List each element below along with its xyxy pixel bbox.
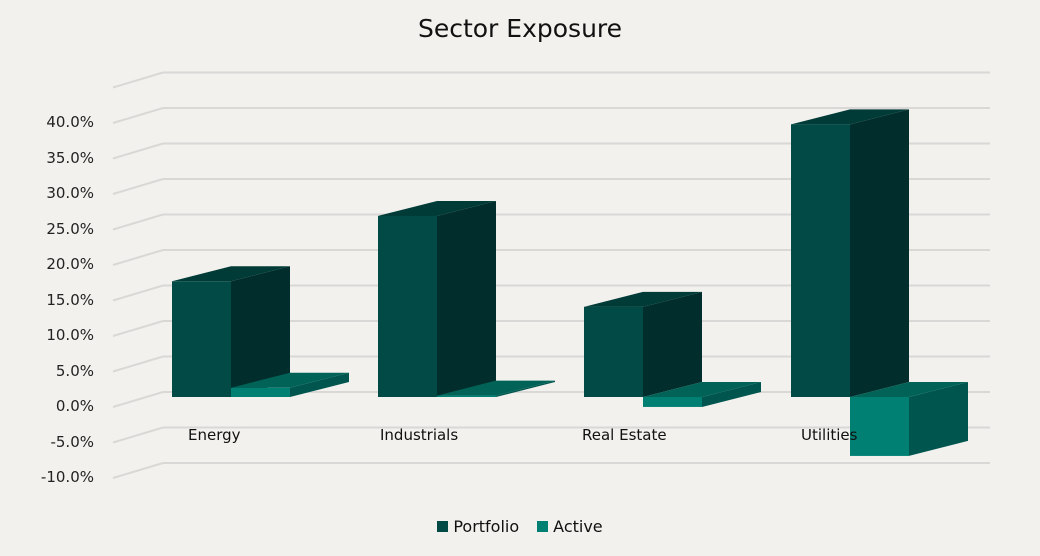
- bar-front: [850, 397, 909, 456]
- x-category-label: Energy: [188, 426, 241, 444]
- y-tick-label: -10.0%: [40, 468, 94, 486]
- legend: Portfolio Active: [0, 517, 1040, 536]
- x-category-label: Utilities: [801, 426, 858, 444]
- bar-top: [791, 109, 909, 125]
- bar-top: [584, 291, 702, 307]
- y-tick-label: 15.0%: [46, 290, 94, 309]
- y-tick-label: 5.0%: [55, 361, 94, 380]
- bar-side: [496, 380, 555, 397]
- bar-side: [231, 266, 290, 397]
- y-tick-label: 10.0%: [46, 326, 94, 344]
- y-tick-label: 35.0%: [46, 148, 94, 167]
- y-tick-label: 30.0%: [46, 184, 94, 202]
- y-tick-label: 20.0%: [46, 255, 94, 273]
- bar-top: [231, 372, 349, 388]
- y-tick-label: 40.0%: [46, 113, 94, 131]
- bar-front: [231, 387, 290, 397]
- bar-front: [172, 281, 231, 397]
- bar-side: [290, 372, 349, 397]
- bar-top: [643, 382, 761, 397]
- bar-top: [172, 266, 290, 282]
- active-swatch-icon: [537, 521, 549, 532]
- legend-label-active: Active: [553, 517, 603, 536]
- bar-front: [437, 395, 496, 397]
- bar-top: [437, 380, 555, 396]
- x-category-label: Industrials: [380, 426, 459, 444]
- bar-side: [437, 200, 496, 397]
- legend-item-portfolio[interactable]: Portfolio: [437, 517, 519, 536]
- bar-front: [791, 124, 850, 398]
- bar-top: [850, 382, 968, 397]
- bar-front: [378, 215, 437, 397]
- bar-side: [643, 291, 702, 397]
- bar-front: [643, 397, 702, 407]
- y-tick-label: 25.0%: [46, 219, 94, 238]
- y-tick-label: 0.0%: [55, 397, 94, 415]
- x-category-label: Real Estate: [582, 426, 667, 444]
- bar-front: [584, 306, 643, 397]
- portfolio-swatch-icon: [437, 521, 449, 532]
- bar-side: [702, 382, 761, 407]
- y-tick-label: -5.0%: [50, 432, 94, 451]
- bar-top: [378, 200, 496, 216]
- legend-label-portfolio: Portfolio: [453, 517, 520, 536]
- legend-item-active[interactable]: Active: [537, 517, 603, 536]
- chart-title: Sector Exposure: [417, 14, 623, 43]
- bar-side: [909, 382, 968, 456]
- bar-side: [850, 109, 909, 398]
